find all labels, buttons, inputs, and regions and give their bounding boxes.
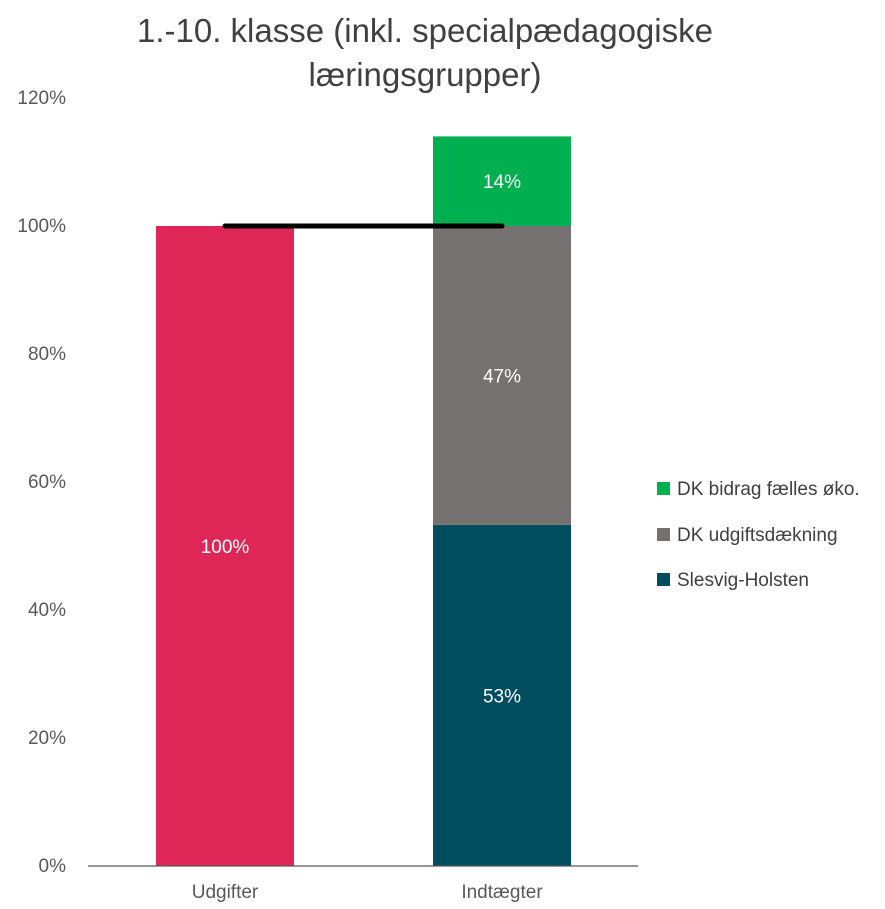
y-tick-label-120pct: 120% xyxy=(17,88,66,109)
y-tick-label-40pct: 40% xyxy=(28,600,66,621)
y-tick-label-60pct: 60% xyxy=(28,472,66,493)
data-label-dk-udgiftsd-kning: 47% xyxy=(483,366,521,387)
data-label-udgifter: 100% xyxy=(201,537,250,558)
x-axis-label-indtaegter: Indtægter xyxy=(461,882,543,903)
legend-swatch-slesvig-holsten xyxy=(657,573,670,586)
y-tick-label-0pct: 0% xyxy=(39,856,67,877)
data-label-dk-bidrag-f-lles-ko-: 14% xyxy=(483,172,521,193)
legend: DK bidrag fælles øko. DK udgiftsdækning Sl… xyxy=(657,479,860,591)
y-tick-label-100pct: 100% xyxy=(17,216,66,237)
bar-segment-dk-udgiftsd-kning xyxy=(433,226,571,525)
legend-label-dk-udgiftsd-kning: DK udgiftsdækning xyxy=(677,525,838,546)
bar-segments xyxy=(156,136,571,866)
legend-label-slesvig-holsten: Slesvig-Holsten xyxy=(677,570,809,591)
chart-title-line-1: 1.-10. klasse (inkl. specialpædagogiske xyxy=(137,12,713,49)
legend-swatch-dk-bidrag-f-lles-ko- xyxy=(657,482,670,495)
y-tick-label-20pct: 20% xyxy=(28,728,66,749)
x-axis-label-udgifter: Udgifter xyxy=(192,882,259,903)
bar-segment-slesvig-holsten xyxy=(433,524,571,866)
bar-segment-dk-bidrag-f-lles-ko- xyxy=(433,136,571,226)
legend-swatch-dk-udgiftsd-kning xyxy=(657,528,670,541)
data-label-slesvig-holsten: 53% xyxy=(483,686,521,707)
bar-segment-udgifter xyxy=(156,226,294,866)
y-axis-tick-labels: 0% 20% 40% 60% 80% 100% 120% xyxy=(17,88,66,877)
chart-title-line-2: læringsgrupper) xyxy=(309,56,542,93)
y-tick-label-80pct: 80% xyxy=(28,344,66,365)
legend-label-dk-bidrag-f-lles-ko-: DK bidrag fælles øko. xyxy=(677,479,860,500)
data-labels: 100% 53% 47% 14% xyxy=(201,172,521,707)
